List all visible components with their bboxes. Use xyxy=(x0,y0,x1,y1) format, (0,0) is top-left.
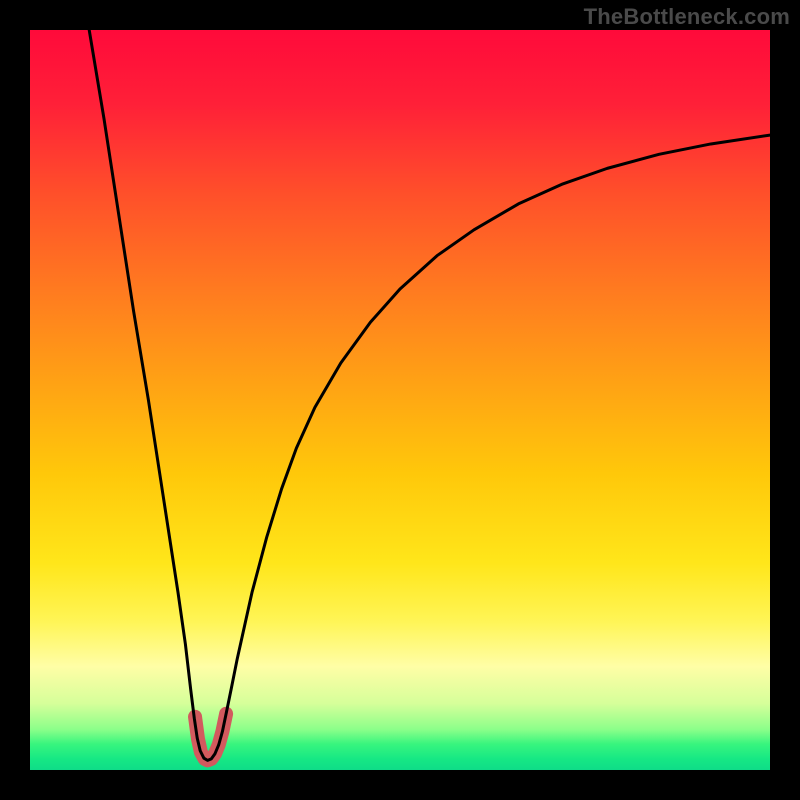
watermark-label: TheBottleneck.com xyxy=(584,4,790,30)
chart-gradient-bg xyxy=(30,30,770,770)
chart-container: TheBottleneck.com xyxy=(0,0,800,800)
bottleneck-chart xyxy=(0,0,800,800)
